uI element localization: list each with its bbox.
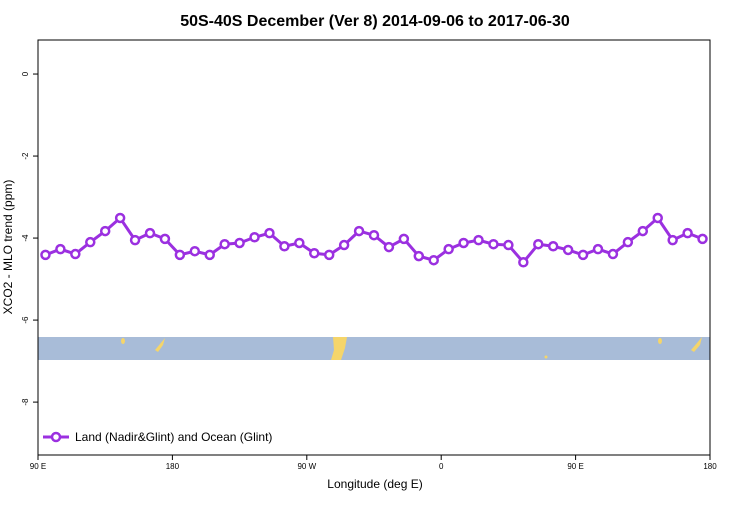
- point: [294, 237, 305, 249]
- point: [383, 241, 395, 253]
- point: [99, 225, 111, 237]
- point: [204, 249, 215, 261]
- point: [637, 225, 649, 237]
- point: [338, 239, 350, 251]
- point: [219, 238, 230, 250]
- point: [40, 249, 51, 261]
- point: [234, 237, 245, 249]
- point: [518, 257, 529, 268]
- point: [682, 227, 693, 239]
- point: [353, 225, 365, 237]
- x-tick-label: 0: [439, 462, 444, 471]
- point: [488, 238, 499, 250]
- x-tick-label: 90 W: [297, 462, 316, 471]
- point: [398, 233, 410, 245]
- point: [264, 227, 275, 239]
- y-tick-label: -8: [21, 398, 30, 406]
- point: [533, 238, 544, 250]
- point: [443, 243, 454, 255]
- point: [577, 249, 589, 261]
- point: [607, 248, 619, 260]
- point: [622, 236, 634, 248]
- point: [697, 233, 708, 245]
- x-tick-label: 90 E: [567, 462, 583, 471]
- chart-title: 50S-40S December (Ver 8) 2014-09-06 to 2…: [180, 13, 570, 30]
- point: [547, 241, 559, 252]
- point: [503, 239, 514, 251]
- x-tick-label: 180: [703, 462, 717, 471]
- land-ocean-strip: [38, 337, 710, 360]
- point: [592, 243, 604, 255]
- point: [189, 245, 201, 257]
- x-tick-label: 180: [166, 462, 180, 471]
- point: [562, 244, 574, 256]
- y-axis-label: XCO2 - MLO trend (ppm): [1, 180, 15, 315]
- point: [428, 254, 439, 266]
- point: [249, 231, 260, 243]
- y-tick-label: -6: [21, 316, 30, 324]
- point: [55, 243, 66, 255]
- legend-label: Land (Nadir&Glint) and Ocean (Glint): [75, 430, 272, 444]
- point: [413, 250, 425, 262]
- point: [309, 247, 320, 259]
- point: [114, 212, 126, 224]
- y-tick-label: -4: [21, 234, 30, 242]
- point: [144, 227, 156, 239]
- legend-marker: [50, 431, 62, 443]
- point: [174, 249, 186, 261]
- x-tick-label: 90 E: [30, 462, 46, 471]
- point: [323, 249, 335, 261]
- point: [652, 212, 663, 224]
- x-axis-label: Longitude (deg E): [327, 477, 422, 491]
- point: [458, 237, 469, 249]
- point: [70, 248, 81, 260]
- point: [473, 234, 484, 246]
- point: [368, 229, 380, 241]
- point: [279, 241, 290, 252]
- point: [85, 236, 96, 248]
- point: [129, 234, 141, 246]
- y-tick-label: -2: [21, 152, 30, 160]
- y-tick-label: 0: [21, 71, 30, 76]
- plot-frame: [37, 39, 711, 456]
- point: [667, 234, 678, 246]
- point: [159, 233, 171, 245]
